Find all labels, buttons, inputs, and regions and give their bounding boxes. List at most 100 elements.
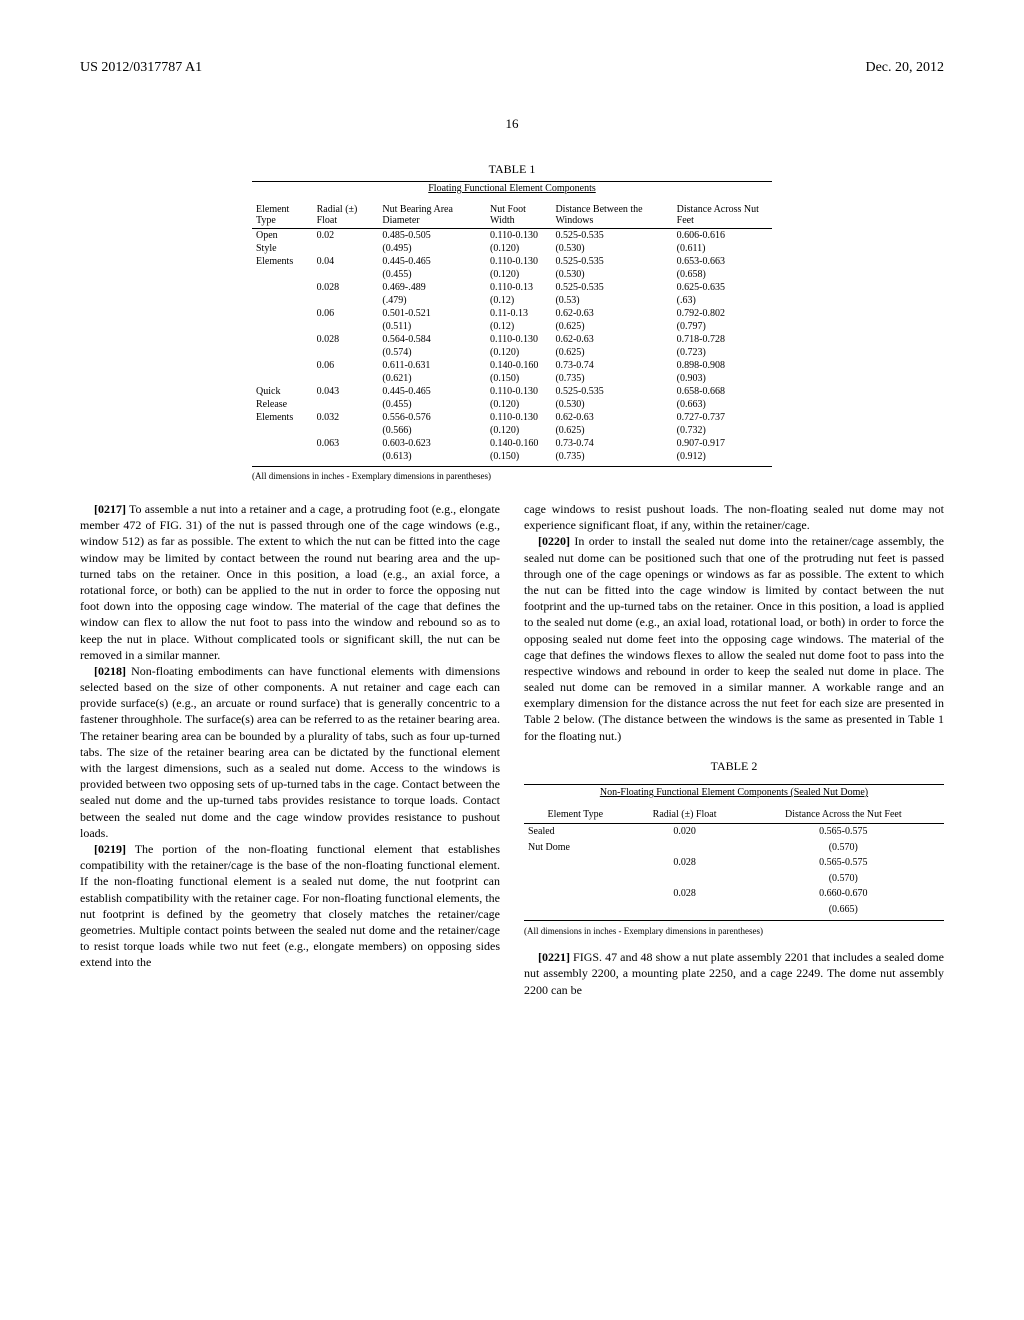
table-cell: 0.525-0.535 xyxy=(551,281,672,294)
table-cell: 0.11-0.13 xyxy=(486,307,551,320)
table1-label: TABLE 1 xyxy=(80,162,944,177)
table1-col-header: Distance Between the Windows xyxy=(551,202,672,229)
table-row: (.479)(0.12)(0.53)(.63) xyxy=(252,294,772,307)
table-cell: 0.653-0.663 xyxy=(673,255,772,268)
table-cell: 0.110-0.130 xyxy=(486,333,551,346)
table-cell xyxy=(313,346,379,359)
table2-caption: Non-Floating Functional Element Componen… xyxy=(524,785,944,806)
table-cell: 0.603-0.623 xyxy=(378,437,486,450)
table-cell xyxy=(252,346,313,359)
table-row: 0.060.501-0.5210.11-0.130.62-0.630.792-0… xyxy=(252,307,772,320)
table1-col-header: Distance Across Nut Feet xyxy=(673,202,772,229)
para-num: [0221] xyxy=(538,950,570,964)
table-cell xyxy=(524,886,627,902)
table-cell: 0.110-0.13 xyxy=(486,281,551,294)
table1-col-header: Radial (±) Float xyxy=(313,202,379,229)
table-row: (0.574)(0.120)(0.625)(0.723) xyxy=(252,346,772,359)
paragraph-0219-cont: cage windows to resist pushout loads. Th… xyxy=(524,501,944,533)
table-cell: 0.032 xyxy=(313,411,379,424)
table-cell: 0.565-0.575 xyxy=(743,824,944,840)
table-row: (0.570) xyxy=(524,871,944,887)
para-text: FIGS. 47 and 48 show a nut plate assembl… xyxy=(524,950,944,996)
table-row: (0.511)(0.12)(0.625)(0.797) xyxy=(252,320,772,333)
table1-col-header: Nut Bearing Area Diameter xyxy=(378,202,486,229)
table-cell: 0.73-0.74 xyxy=(551,437,672,450)
table-cell xyxy=(313,450,379,467)
page-number: 16 xyxy=(80,116,944,132)
table-cell: (0.120) xyxy=(486,398,551,411)
table-cell: (0.732) xyxy=(673,424,772,437)
table-row: Elements0.0320.556-0.5760.110-0.1300.62-… xyxy=(252,411,772,424)
table-cell: (0.797) xyxy=(673,320,772,333)
table-cell: (0.511) xyxy=(378,320,486,333)
para-num: [0220] xyxy=(538,534,570,548)
table-cell: (0.150) xyxy=(486,372,551,385)
table2-note: (All dimensions in inches - Exemplary di… xyxy=(524,925,944,937)
table-cell: 0.06 xyxy=(313,359,379,372)
table-row: Open0.020.485-0.5050.110-0.1300.525-0.53… xyxy=(252,229,772,243)
table-cell: Elements xyxy=(252,255,313,268)
table-cell: (0.455) xyxy=(378,268,486,281)
table-cell: (0.663) xyxy=(673,398,772,411)
table2-col-header: Element Type xyxy=(524,806,627,824)
table-row: (0.566)(0.120)(0.625)(0.732) xyxy=(252,424,772,437)
table-cell xyxy=(252,320,313,333)
table1: Floating Functional Element Components E… xyxy=(252,181,772,467)
table-cell xyxy=(313,398,379,411)
table-row: (0.613)(0.150)(0.735)(0.912) xyxy=(252,450,772,467)
table-cell: 0.501-0.521 xyxy=(378,307,486,320)
para-text: In order to install the sealed nut dome … xyxy=(524,534,944,742)
table-cell: (0.625) xyxy=(551,346,672,359)
table-cell: 0.792-0.802 xyxy=(673,307,772,320)
table-cell: 0.525-0.535 xyxy=(551,229,672,243)
table-cell: (0.530) xyxy=(551,268,672,281)
table-cell: 0.606-0.616 xyxy=(673,229,772,243)
table-cell: (0.120) xyxy=(486,242,551,255)
table-cell: 0.110-0.130 xyxy=(486,255,551,268)
table-row: Sealed0.0200.565-0.575 xyxy=(524,824,944,840)
table-cell xyxy=(313,242,379,255)
table-cell: 0.611-0.631 xyxy=(378,359,486,372)
table-cell: 0.110-0.130 xyxy=(486,229,551,243)
publication-date: Dec. 20, 2012 xyxy=(865,60,944,76)
table-row: (0.621)(0.150)(0.735)(0.903) xyxy=(252,372,772,385)
table-cell: 0.660-0.670 xyxy=(743,886,944,902)
table-cell: 0.898-0.908 xyxy=(673,359,772,372)
table-cell: (.63) xyxy=(673,294,772,307)
table-cell xyxy=(252,268,313,281)
table-cell: 0.62-0.63 xyxy=(551,307,672,320)
table-cell: (0.53) xyxy=(551,294,672,307)
page-header: US 2012/0317787 A1 Dec. 20, 2012 xyxy=(80,60,944,76)
table2-label: TABLE 2 xyxy=(524,758,944,774)
table-cell: (0.455) xyxy=(378,398,486,411)
table-cell: (0.735) xyxy=(551,450,672,467)
table-cell: 0.727-0.737 xyxy=(673,411,772,424)
table-cell xyxy=(627,902,743,921)
table-cell: (0.530) xyxy=(551,242,672,255)
para-num: [0219] xyxy=(94,842,126,856)
table-cell: 0.020 xyxy=(627,824,743,840)
table-cell: (0.625) xyxy=(551,424,672,437)
table2-wrapper: Non-Floating Functional Element Componen… xyxy=(524,784,944,937)
table-cell: (0.120) xyxy=(486,346,551,359)
table-cell xyxy=(313,320,379,333)
table-cell: (0.570) xyxy=(743,840,944,856)
table-cell xyxy=(313,268,379,281)
table-row: Elements0.040.445-0.4650.110-0.1300.525-… xyxy=(252,255,772,268)
table-cell: 0.445-0.465 xyxy=(378,255,486,268)
para-text: The portion of the non-floating function… xyxy=(80,842,500,969)
table-cell: 0.718-0.728 xyxy=(673,333,772,346)
table-row: 0.0280.564-0.5840.110-0.1300.62-0.630.71… xyxy=(252,333,772,346)
table-cell xyxy=(313,372,379,385)
table-cell: 0.110-0.130 xyxy=(486,411,551,424)
table-row: 0.0280.565-0.575 xyxy=(524,855,944,871)
table-cell: Nut Dome xyxy=(524,840,627,856)
table-cell xyxy=(252,424,313,437)
table-cell: (0.912) xyxy=(673,450,772,467)
table-cell: (0.120) xyxy=(486,268,551,281)
table-cell: (0.625) xyxy=(551,320,672,333)
table-cell: (0.621) xyxy=(378,372,486,385)
table-cell: 0.525-0.535 xyxy=(551,255,672,268)
table-cell: Style xyxy=(252,242,313,255)
table-cell: (0.665) xyxy=(743,902,944,921)
